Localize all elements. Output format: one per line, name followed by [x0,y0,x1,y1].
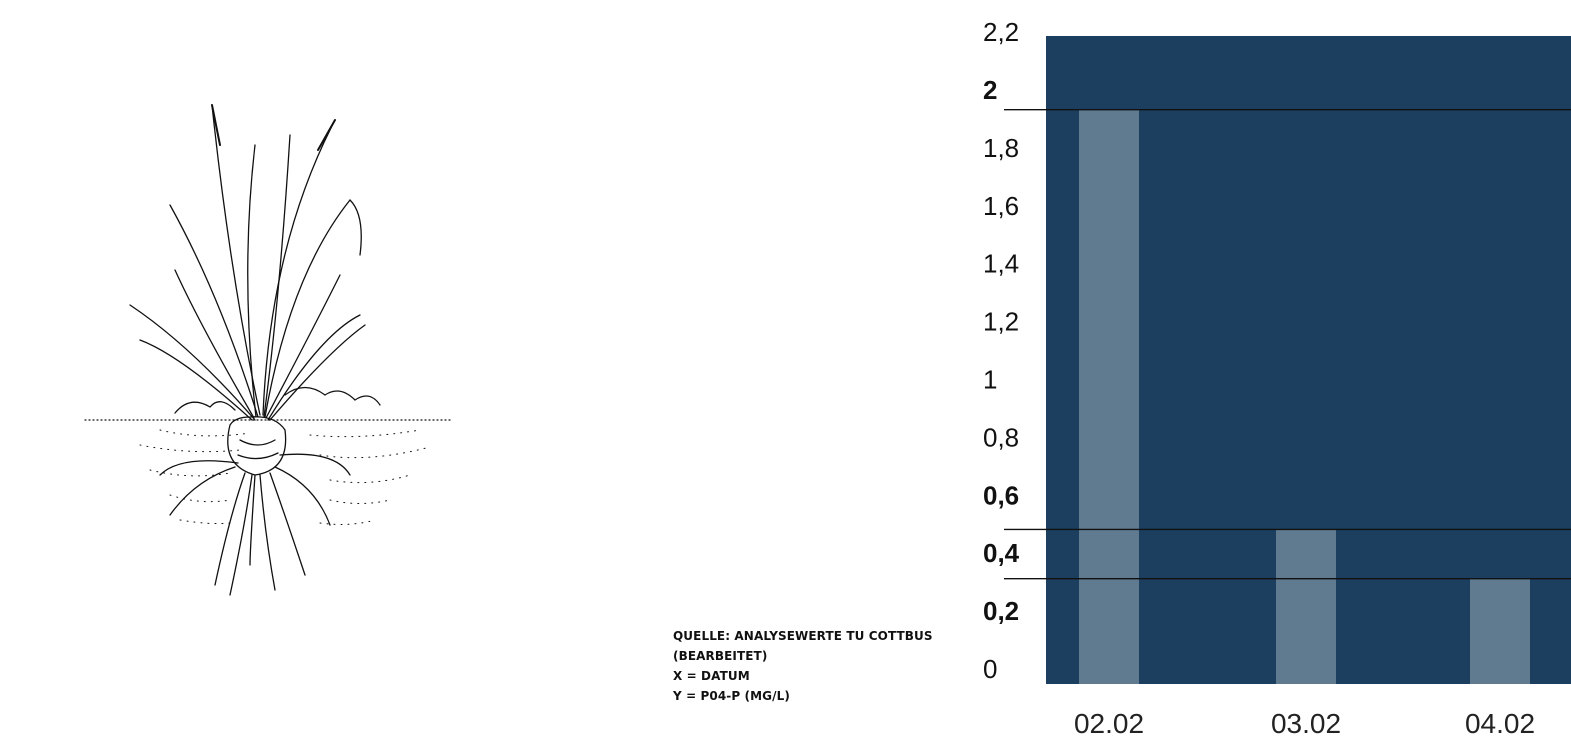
y-tick-label: 0,6 [983,480,1019,510]
y-tick-label: 1,2 [983,307,1019,337]
bar-02.02 [1079,109,1139,684]
x-axis-definition: X = DATUM [673,669,750,683]
source-line: QUELLE: ANALYSEWERTE TU COTTBUS [673,629,933,643]
x-category-label: 02.02 [1074,708,1144,739]
x-category-label: 03.02 [1271,708,1341,739]
y-tick-label: 2,2 [983,17,1019,47]
seed-heads [211,104,336,151]
ground-cover [174,386,381,414]
y-tick-label: 0,8 [983,422,1019,452]
y-tick-label: 1,8 [983,133,1019,163]
y-tick-label: 1 [983,365,997,395]
y-tick-label: 0,4 [983,538,1020,568]
y-axis-definition: Y = P04-P (MG/L) [673,689,790,703]
plant-bulb [227,416,287,476]
grass-plant-with-roots-icon [84,104,451,596]
y-tick-label: 1,6 [983,191,1019,221]
y-tick-label: 2 [983,75,997,105]
y-tick-label: 0,2 [983,596,1019,626]
grass-leaves [129,104,366,421]
y-tick-label: 0 [983,654,997,684]
source-line: (BEARBEITET) [673,649,768,663]
bar-03.02 [1276,529,1336,684]
soil-dots [139,429,431,525]
x-category-label: 04.02 [1465,708,1535,739]
source-note: QUELLE: ANALYSEWERTE TU COTTBUS (BEARBEI… [673,626,973,706]
plant-roots [159,453,351,596]
bar-04.02 [1470,578,1530,684]
y-tick-label: 1,4 [983,249,1019,279]
